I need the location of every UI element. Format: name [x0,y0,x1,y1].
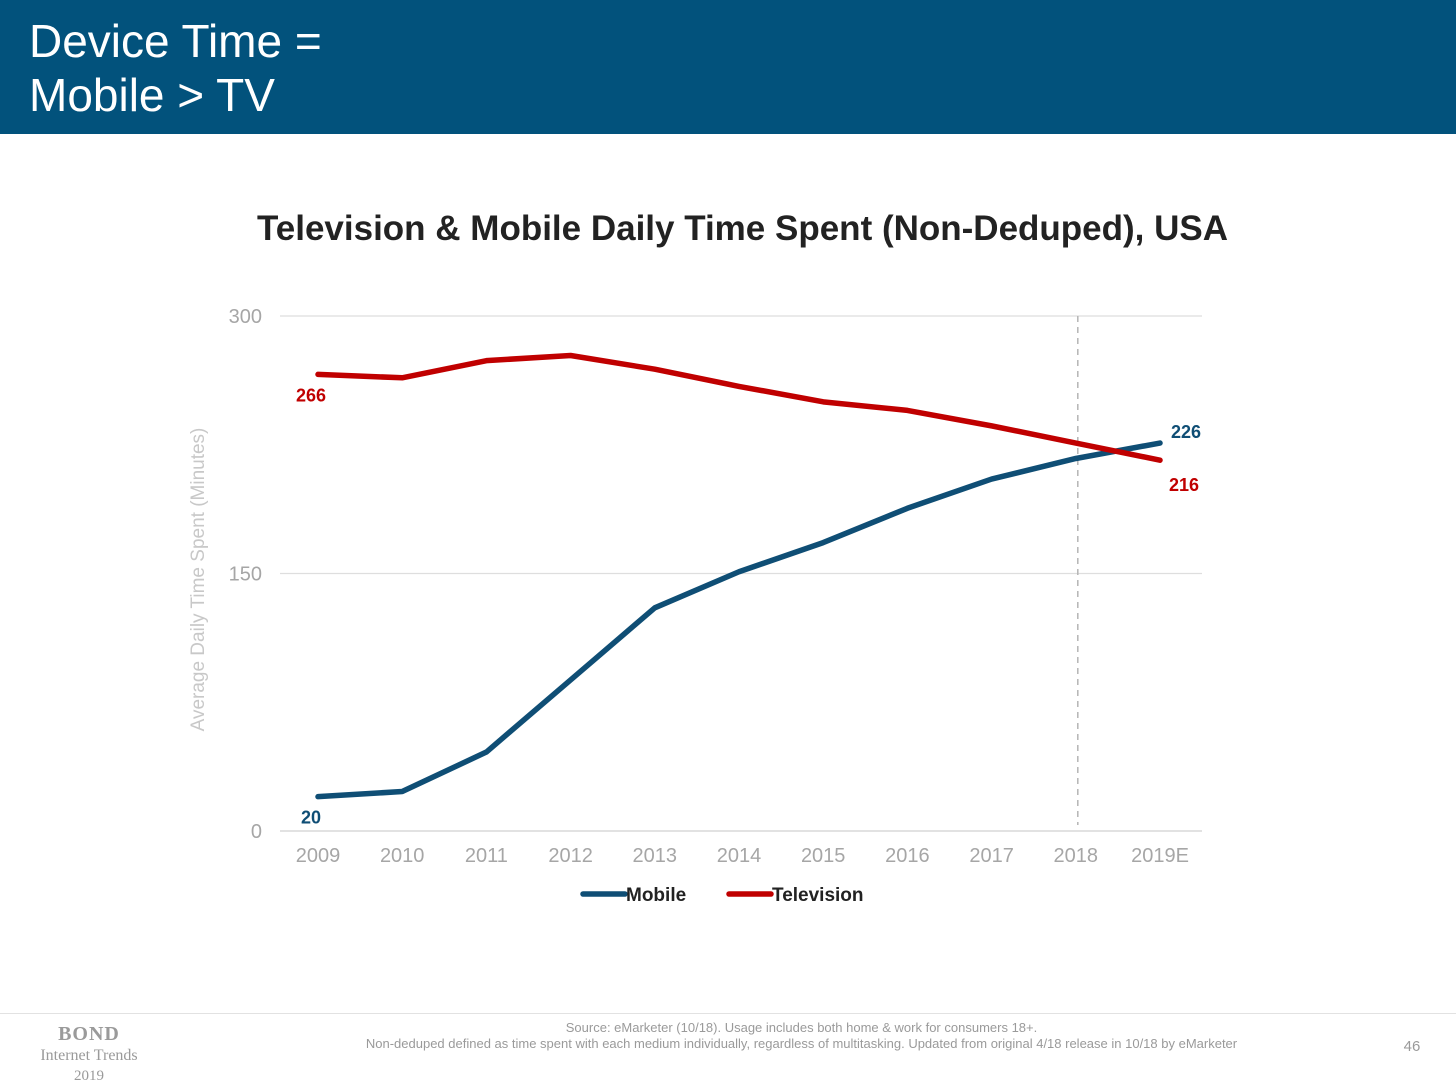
y-tick-label: 300 [229,306,262,328]
logo-brand: BOND [58,1023,120,1045]
y-tick-label: 150 [229,564,262,586]
title-banner: Device Time = Mobile > TV [0,0,1456,134]
x-tick-label: 2013 [633,845,678,867]
x-tick-label: 2011 [465,845,508,867]
line-chart: 0 150 300 2009 2010 2011 2012 2013 2014 2015 2016 2… [188,306,1202,906]
legend: Mobile Television [580,885,864,906]
series-line-television [315,352,1163,463]
data-label-television: 266 [296,385,326,405]
x-tick-label: 2010 [380,845,425,867]
slide-title-line-1: Device Time = [29,15,322,67]
x-tick-label: 2015 [801,845,846,867]
series-line-mobile [315,440,1163,800]
x-tick-label: 2019E [1131,845,1189,867]
data-labels: 20 226 266 216 [296,385,1201,827]
x-tick-label: 2016 [885,845,930,867]
page-number: 46 [1403,1038,1421,1055]
bond-logo: BOND Internet Trends 2019 [28,1022,150,1086]
source-line-2: Non-deduped defined as time spent with e… [365,1036,1238,1051]
axes: 0 150 300 2009 2010 2011 2012 2013 2014 2015 2016 2… [188,306,1189,867]
x-tick-label: 2012 [548,845,593,867]
x-tick-label: 2014 [717,845,762,867]
y-axis-label: Average Daily Time Spent (Minutes) [188,428,209,732]
slide-title: Device Time = Mobile > TV [29,14,322,122]
x-tick-label: 2017 [969,845,1014,867]
source-note: Source: eMarketer (10/18). Usage include… [300,1020,1303,1052]
series-lines [315,352,1163,800]
data-label-mobile: 226 [1171,422,1201,442]
logo-year: 2019 [74,1068,104,1084]
data-label-television: 216 [1169,475,1199,495]
slide-title-line-2: Mobile > TV [29,69,275,121]
x-tick-label: 2009 [296,845,341,867]
source-line-1: Source: eMarketer (10/18). Usage include… [565,1020,1038,1035]
y-tick-label: 0 [251,821,262,843]
legend-label-mobile: Mobile [626,885,686,906]
chart-title: Television & Mobile Daily Time Spent (No… [256,209,1229,248]
data-label-mobile: 20 [301,808,321,828]
legend-label-television: Television [772,885,864,906]
footer-divider [0,1013,1456,1014]
logo-subtitle: Internet Trends [40,1047,138,1064]
x-tick-label: 2018 [1054,845,1099,867]
